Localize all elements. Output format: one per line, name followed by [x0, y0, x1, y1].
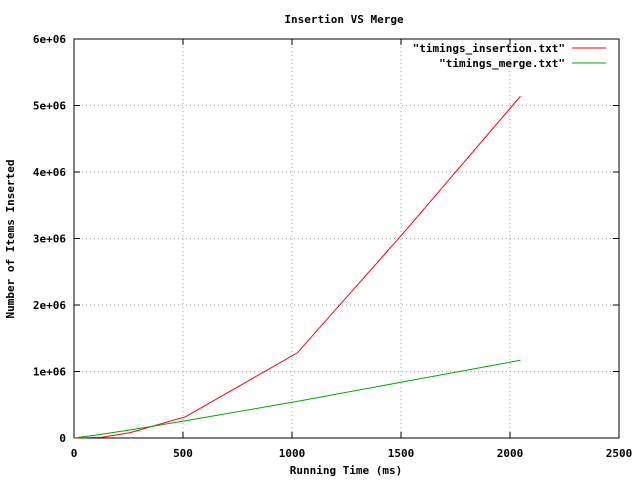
x-axis-label: Running Time (ms) — [290, 464, 403, 477]
x-tick-label: 0 — [71, 447, 78, 460]
y-tick-label: 1e+06 — [33, 366, 66, 379]
grid-lines — [74, 39, 619, 438]
y-axis-label: Number of Items Inserted — [4, 160, 17, 319]
x-tick-label: 1000 — [279, 447, 306, 460]
y-tick-label: 5e+06 — [33, 100, 66, 113]
legend-entry-label: "timings_insertion.txt" — [413, 42, 565, 55]
legend-entry-label: "timings_merge.txt" — [439, 57, 565, 70]
series-lines — [73, 95, 521, 439]
axis-ticks — [73, 38, 620, 439]
legend: "timings_insertion.txt" "timings_merge.tx… — [413, 42, 606, 70]
series-line-0 — [73, 95, 521, 439]
x-tick-label: 2000 — [497, 447, 524, 460]
x-tick-label: 500 — [173, 447, 193, 460]
y-tick-label: 6e+06 — [33, 33, 66, 46]
series-line-1 — [73, 359, 521, 439]
y-tick-label: 0 — [59, 432, 66, 445]
y-tick-labels: 0 1e+06 2e+06 3e+06 4e+06 5e+06 6e+06 — [33, 33, 66, 445]
chart-title: Insertion VS Merge — [284, 13, 404, 26]
x-tick-label: 1500 — [388, 447, 415, 460]
x-tick-label: 2500 — [606, 447, 633, 460]
y-tick-label: 3e+06 — [33, 233, 66, 246]
y-tick-label: 4e+06 — [33, 166, 66, 179]
y-tick-label: 2e+06 — [33, 299, 66, 312]
x-tick-labels: 0 500 1000 1500 2000 2500 — [71, 447, 633, 460]
